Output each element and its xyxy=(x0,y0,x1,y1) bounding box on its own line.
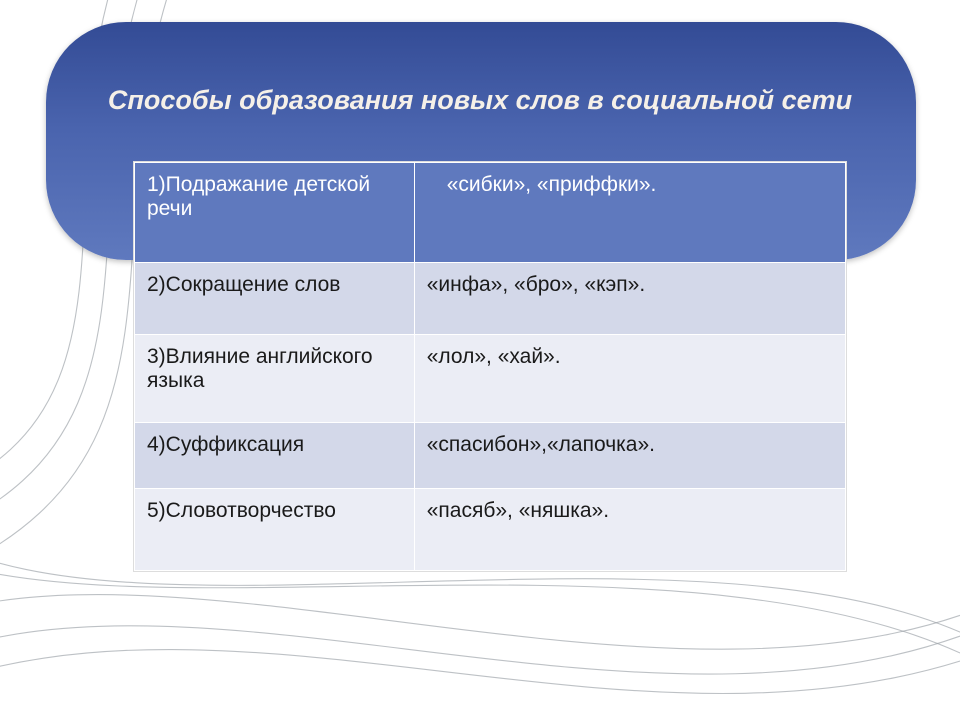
examples-cell: «спасибон»,«лапочка». xyxy=(414,423,845,489)
examples-cell: «сибки», «приффки». xyxy=(414,163,845,263)
table-row: 1)Подражание детской речи «сибки», «приф… xyxy=(135,163,846,263)
method-cell: 5)Словотворчество xyxy=(135,489,415,571)
method-cell: 3)Влияние английского языка xyxy=(135,335,415,423)
method-cell: 4)Суффиксация xyxy=(135,423,415,489)
table-row: 4)Суффиксация «спасибон»,«лапочка». xyxy=(135,423,846,489)
examples-cell: «пасяб», «няшка». xyxy=(414,489,845,571)
table-row: 3)Влияние английского языка «лол», «хай»… xyxy=(135,335,846,423)
slide-title: Способы образования новых слов в социаль… xyxy=(75,82,885,118)
table-row: 2)Сокращение слов «инфа», «бро», «кэп». xyxy=(135,263,846,335)
examples-cell: «инфа», «бро», «кэп». xyxy=(414,263,845,335)
examples-cell: «лол», «хай». xyxy=(414,335,845,423)
method-cell: 1)Подражание детской речи xyxy=(135,163,415,263)
table-row: 5)Словотворчество «пасяб», «няшка». xyxy=(135,489,846,571)
word-formation-table: 1)Подражание детской речи «сибки», «приф… xyxy=(134,162,846,571)
method-cell: 2)Сокращение слов xyxy=(135,263,415,335)
